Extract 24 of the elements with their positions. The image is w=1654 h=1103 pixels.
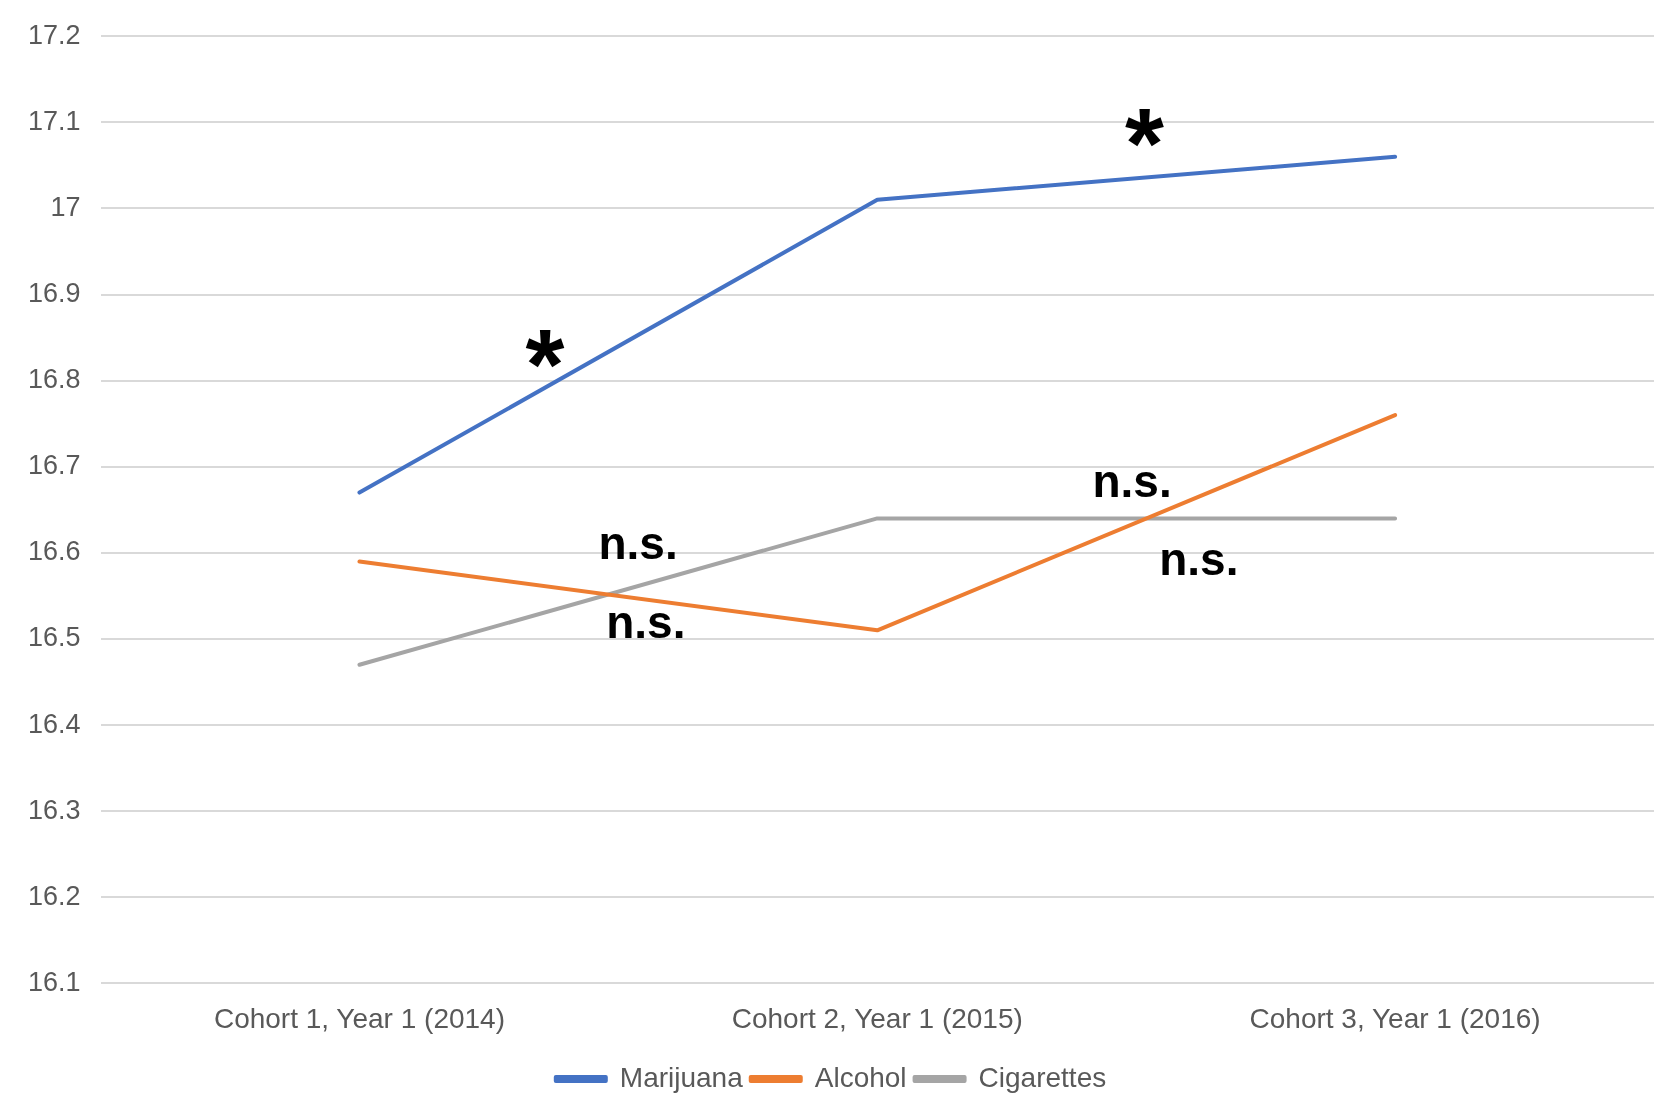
x-tick-label: Cohort 1, Year 1 (2014) <box>213 1002 506 1034</box>
legend-label: Alcohol <box>814 1061 907 1093</box>
annotation: n.s. <box>606 595 686 648</box>
y-tick-label: 16.2 <box>27 880 81 911</box>
annotation: n.s. <box>1159 533 1239 586</box>
annotation: n.s. <box>598 517 678 570</box>
y-tick-label: 16.9 <box>27 277 81 308</box>
y-tick-label: 17 <box>50 191 81 222</box>
annotation: * <box>525 307 565 420</box>
y-tick-label: 16.8 <box>27 364 81 395</box>
y-tick-label: 16.1 <box>27 966 81 997</box>
legend-label: Marijuana <box>619 1061 744 1093</box>
y-tick-label: 16.3 <box>27 794 81 825</box>
annotation: * <box>1125 87 1165 200</box>
x-tick-label: Cohort 3, Year 1 (2016) <box>1249 1002 1541 1034</box>
annotation: n.s. <box>1092 454 1172 507</box>
legend-label: Cigarettes <box>978 1061 1107 1093</box>
y-tick-label: 16.4 <box>27 708 81 739</box>
y-tick-label: 17.1 <box>27 105 81 136</box>
y-tick-label: 16.6 <box>27 536 81 567</box>
y-tick-label: 16.5 <box>27 622 81 653</box>
y-tick-label: 16.7 <box>27 450 81 481</box>
y-tick-label: 17.2 <box>27 19 81 50</box>
x-tick-label: Cohort 2, Year 1 (2015) <box>731 1002 1023 1034</box>
